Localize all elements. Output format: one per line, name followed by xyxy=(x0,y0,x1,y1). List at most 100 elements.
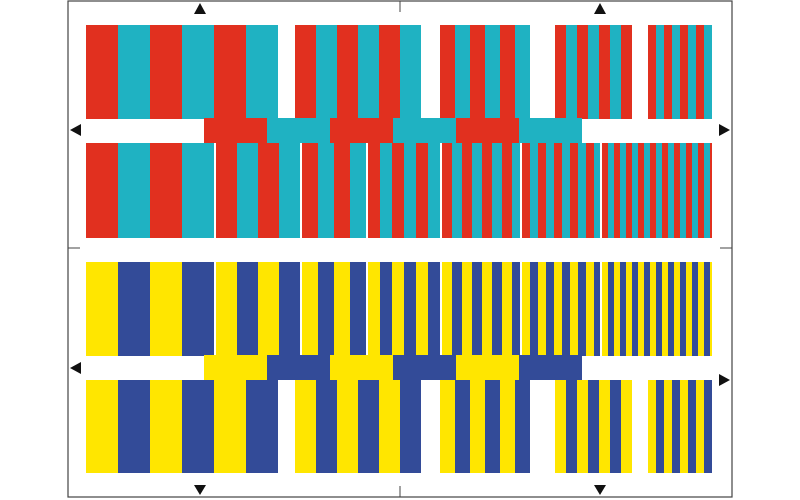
stripe xyxy=(302,143,318,238)
stripe xyxy=(470,25,485,119)
marker xyxy=(719,374,730,386)
stripe xyxy=(86,143,118,238)
stripe xyxy=(214,380,246,473)
marker xyxy=(594,3,606,14)
stripe xyxy=(650,262,656,356)
stripe xyxy=(455,25,470,119)
marker xyxy=(70,124,81,136)
stripe xyxy=(515,380,530,473)
stripe xyxy=(656,143,662,238)
stripe xyxy=(246,25,278,119)
stripe xyxy=(570,143,578,238)
stripe xyxy=(428,262,440,356)
stripe xyxy=(500,380,515,473)
stripe xyxy=(472,143,482,238)
stripe xyxy=(638,143,644,238)
stripe xyxy=(150,262,182,356)
stripe xyxy=(621,25,632,119)
stripe xyxy=(594,143,600,238)
stripe xyxy=(704,143,710,238)
stripe xyxy=(216,262,237,356)
stripe xyxy=(216,143,237,238)
stripe xyxy=(150,143,182,238)
stripe xyxy=(710,262,712,356)
stripe xyxy=(400,25,421,119)
stripe xyxy=(258,143,279,238)
stripe xyxy=(626,143,632,238)
stripe xyxy=(688,25,696,119)
stripe xyxy=(586,143,594,238)
stripe xyxy=(680,143,686,238)
stripe xyxy=(456,355,519,380)
stripe xyxy=(500,25,515,119)
stripe xyxy=(614,143,620,238)
stripe xyxy=(692,262,698,356)
stripe xyxy=(566,25,577,119)
stripe xyxy=(267,355,330,380)
stripe xyxy=(316,380,337,473)
stripe xyxy=(358,380,379,473)
stripe xyxy=(330,118,393,143)
stripe xyxy=(295,25,316,119)
stripe xyxy=(440,25,455,119)
stripe xyxy=(704,25,712,119)
stripe xyxy=(578,262,586,356)
stripe xyxy=(86,25,118,119)
stripe xyxy=(668,262,674,356)
stripe xyxy=(696,380,704,473)
stripe xyxy=(562,143,570,238)
stripe xyxy=(515,25,530,119)
stripe xyxy=(638,262,644,356)
stripe xyxy=(626,262,632,356)
stripe xyxy=(456,118,519,143)
stripe xyxy=(485,380,500,473)
stripe xyxy=(350,262,366,356)
stripe xyxy=(492,262,502,356)
stripe xyxy=(334,262,350,356)
stripe xyxy=(648,380,656,473)
stripe xyxy=(470,380,485,473)
marker xyxy=(719,124,730,136)
stripe xyxy=(380,262,392,356)
stripe xyxy=(118,380,150,473)
stripe xyxy=(621,380,632,473)
stripe xyxy=(648,25,656,119)
stripe xyxy=(512,143,520,238)
marker xyxy=(594,485,606,495)
stripe xyxy=(237,143,258,238)
stripe xyxy=(662,143,668,238)
stripe xyxy=(538,143,546,238)
stripe xyxy=(704,380,712,473)
stripe xyxy=(710,143,712,238)
stripe xyxy=(656,380,664,473)
stripe xyxy=(674,143,680,238)
stripe xyxy=(295,380,316,473)
stripe xyxy=(530,262,538,356)
stripe xyxy=(672,380,680,473)
stripe xyxy=(519,118,582,143)
stripe xyxy=(442,143,452,238)
stripe xyxy=(452,143,462,238)
stripe xyxy=(452,262,462,356)
stripe xyxy=(672,25,680,119)
stripe xyxy=(577,380,588,473)
stripe xyxy=(182,143,214,238)
stripe xyxy=(318,262,334,356)
stripe xyxy=(538,262,546,356)
stripe xyxy=(620,143,626,238)
stripe xyxy=(393,355,456,380)
stripe xyxy=(704,262,710,356)
stripe xyxy=(562,262,570,356)
stripe xyxy=(546,143,554,238)
stripe xyxy=(555,25,566,119)
stripe xyxy=(546,262,554,356)
stripe xyxy=(554,262,562,356)
stripe xyxy=(522,262,530,356)
stripe xyxy=(610,25,621,119)
stripe xyxy=(608,143,614,238)
stripe xyxy=(578,143,586,238)
stripe xyxy=(668,143,674,238)
stripe xyxy=(472,262,482,356)
stripe xyxy=(302,262,318,356)
